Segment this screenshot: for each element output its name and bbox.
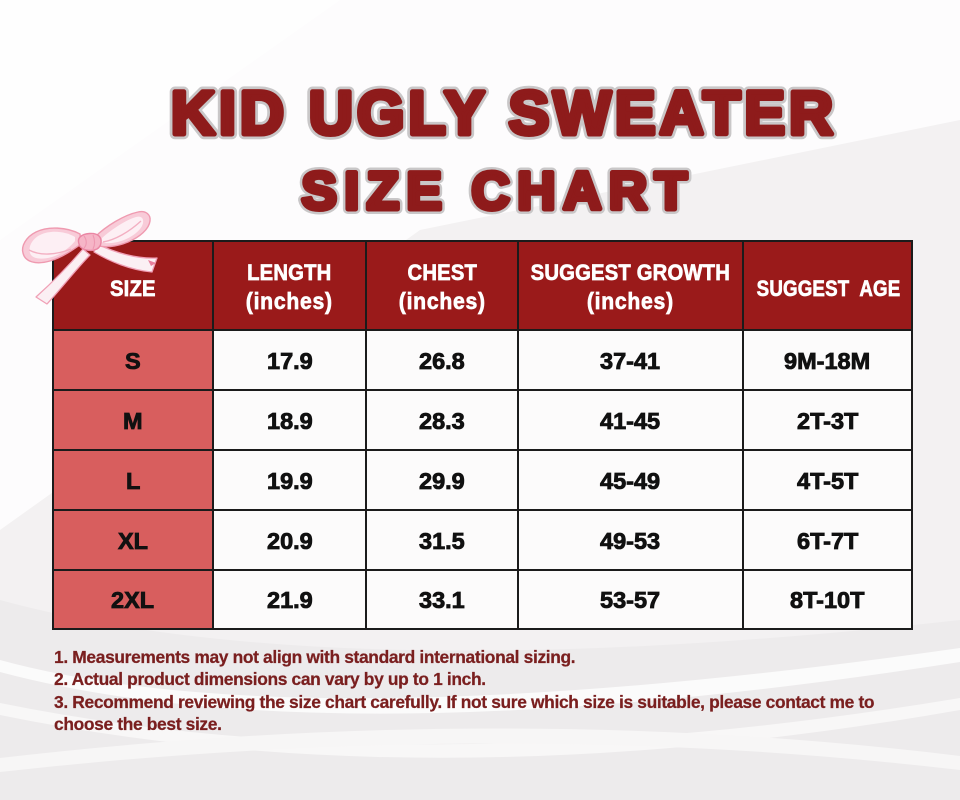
svg-text:SIZE CHART: SIZE CHART — [302, 162, 695, 221]
svg-text:KID UGLY SWEATER: KID UGLY SWEATER — [171, 79, 837, 147]
svg-text:SIZE CHART: SIZE CHART — [302, 162, 695, 221]
svg-text:KID UGLY SWEATER: KID UGLY SWEATER — [171, 79, 837, 147]
